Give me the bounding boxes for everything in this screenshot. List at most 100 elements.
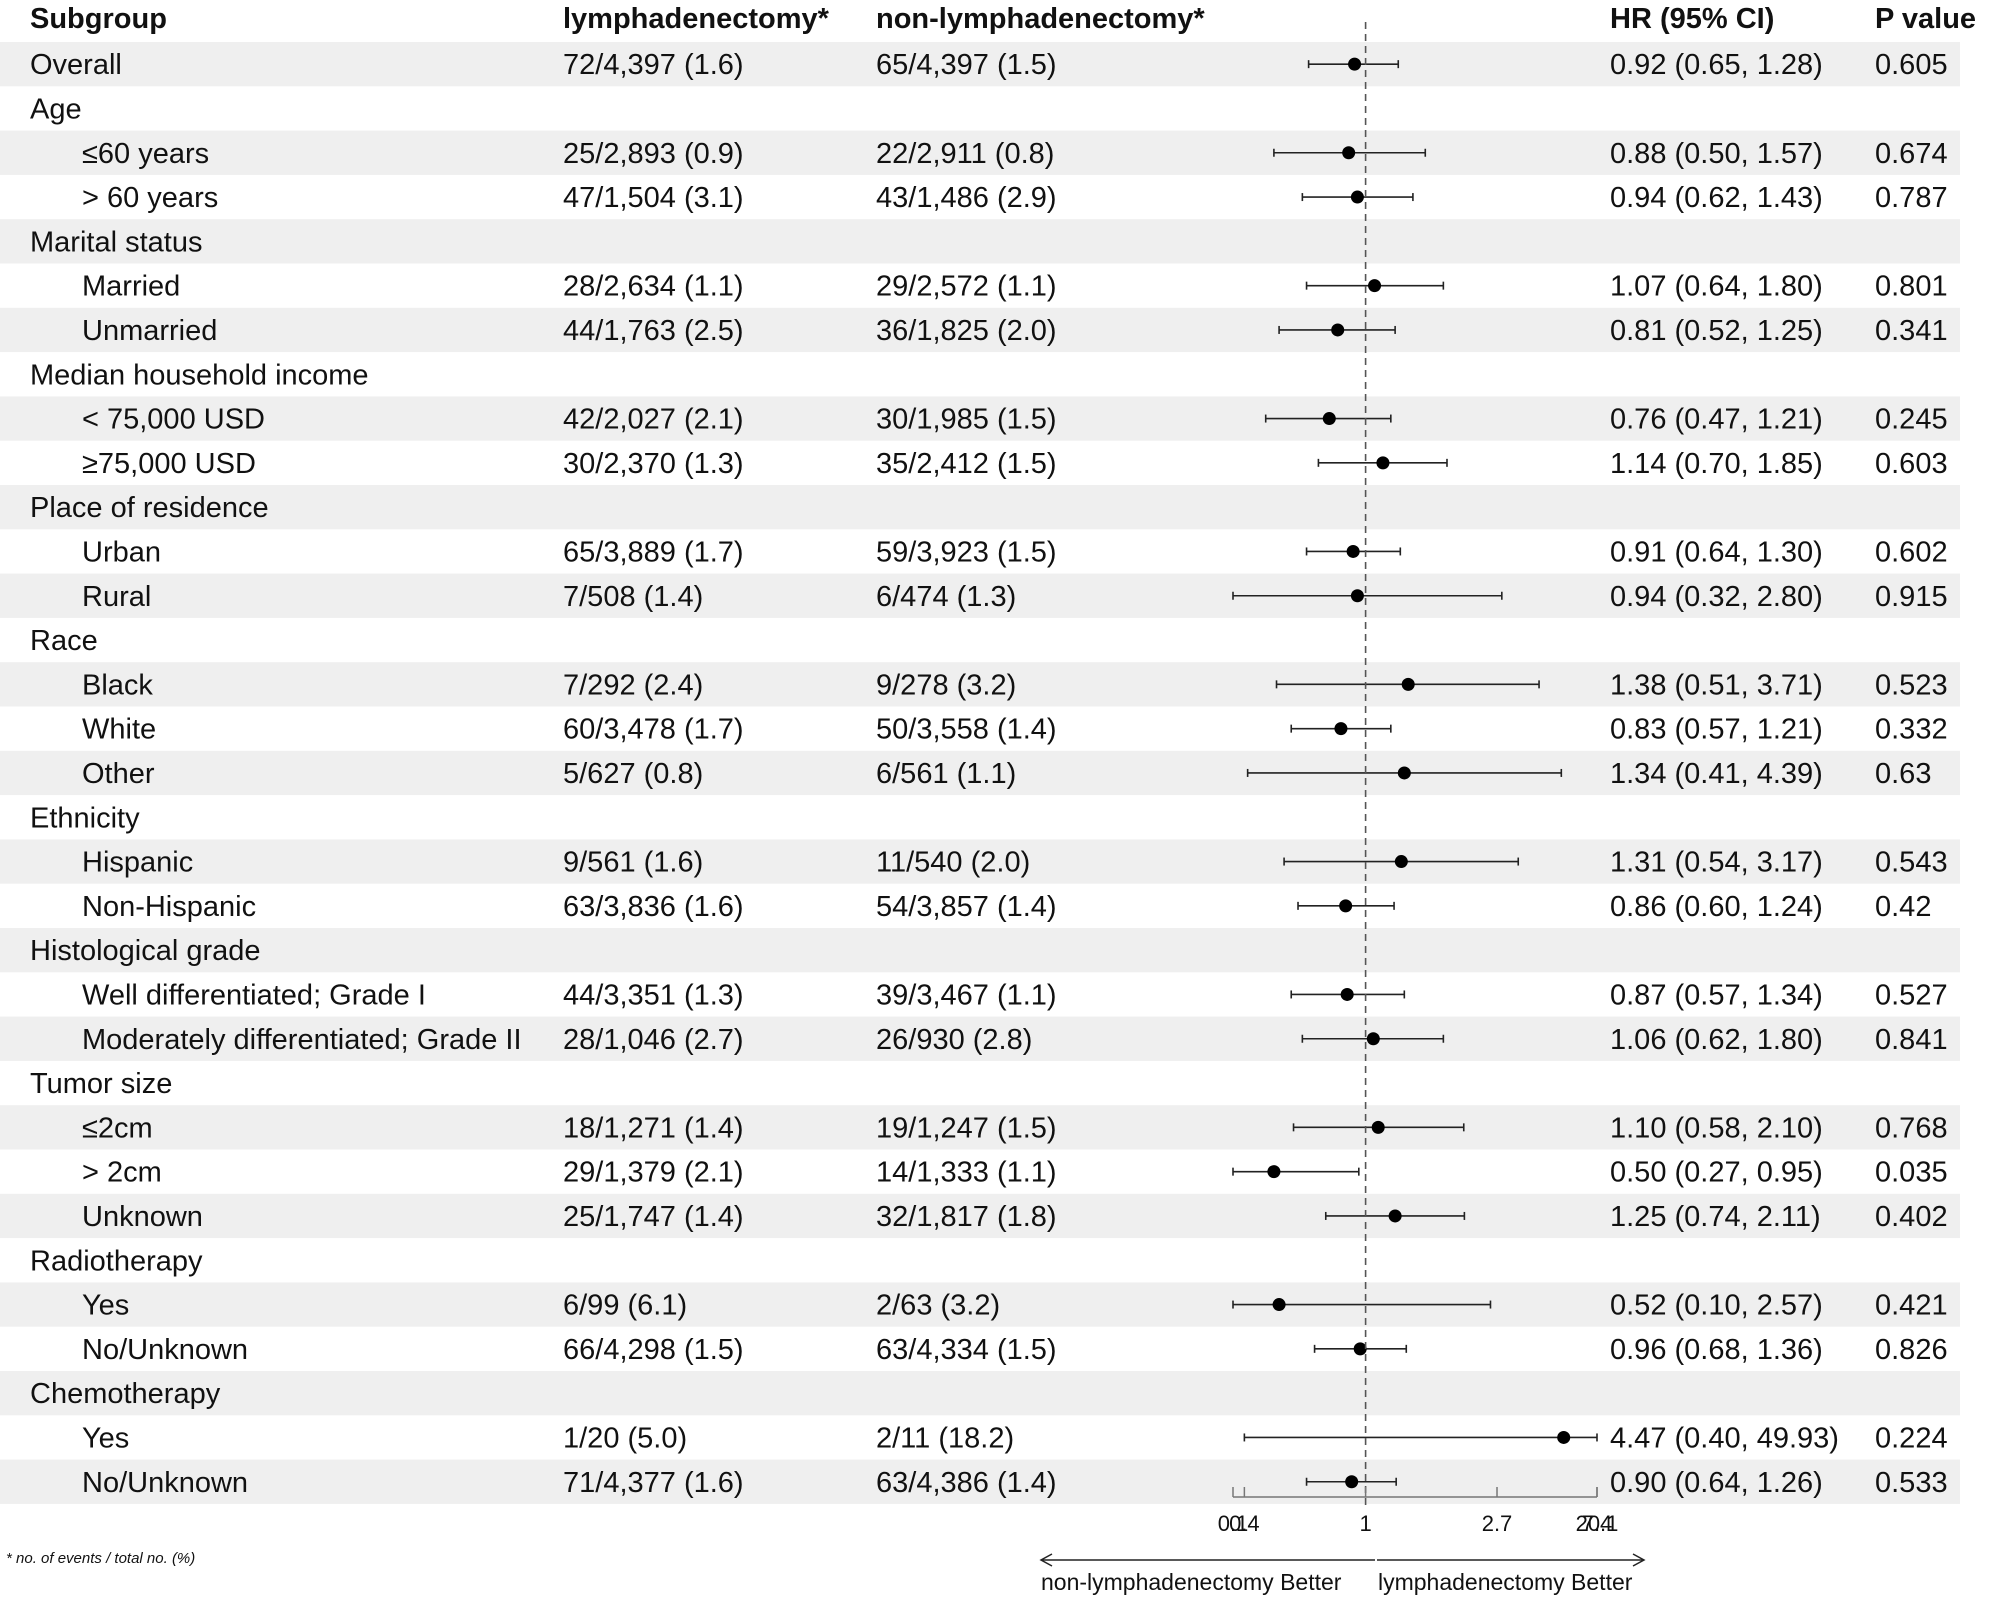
p-value: 0.603 (1875, 448, 1948, 480)
subgroup-label: Other (82, 758, 155, 790)
hr-point (1394, 855, 1408, 869)
x-axis: 0.10.4 1 2.7 7.420.1 (1218, 1487, 1618, 1536)
non-lymphadenectomy-events: 50/3,558 (1.4) (876, 714, 1057, 746)
row-band (0, 662, 1960, 707)
hr-ci-text: 1.14 (0.70, 1.85) (1610, 448, 1823, 480)
hr-point (1388, 1209, 1402, 1223)
p-value: 0.332 (1875, 714, 1948, 746)
lymphadenectomy-events: 65/3,889 (1.7) (563, 536, 744, 568)
hr-point (1331, 323, 1345, 337)
hr-ci-text: 1.38 (0.51, 3.71) (1610, 669, 1823, 701)
hr-point (1348, 57, 1362, 71)
p-value: 0.63 (1875, 758, 1931, 790)
lymphadenectomy-events: 7/292 (2.4) (563, 669, 703, 701)
header-hr: HR (95% CI) (1610, 3, 1774, 35)
subgroup-label: Urban (82, 536, 161, 568)
row-band (0, 219, 1960, 264)
table-cells: Overall 72/4,397 (1.6) 65/4,397 (1.5) 0.92 … (30, 49, 1948, 1499)
x-tick-label: 2.7 (1482, 1511, 1513, 1536)
subgroup-label: Black (82, 669, 153, 701)
non-lymphadenectomy-events: 59/3,923 (1.5) (876, 536, 1057, 568)
row-band (0, 130, 1960, 175)
non-lymphadenectomy-events: 54/3,857 (1.4) (876, 891, 1057, 923)
p-value: 0.402 (1875, 1201, 1948, 1233)
hr-ci-text: 1.10 (0.58, 2.10) (1610, 1112, 1823, 1144)
hr-ci-text: 0.94 (0.32, 2.80) (1610, 581, 1823, 613)
p-value: 0.224 (1875, 1422, 1948, 1454)
subgroup-label: No/Unknown (82, 1467, 248, 1499)
p-value: 0.826 (1875, 1334, 1948, 1366)
non-lymphadenectomy-events: 19/1,247 (1.5) (876, 1112, 1057, 1144)
non-lymphadenectomy-events: 63/4,334 (1.5) (876, 1334, 1057, 1366)
hr-ci-text: 4.47 (0.40, 49.93) (1610, 1422, 1839, 1454)
lymphadenectomy-events: 1/20 (5.0) (563, 1422, 687, 1454)
row-band (0, 750, 1960, 796)
hr-point (1350, 190, 1364, 204)
hr-point (1401, 677, 1415, 691)
lymphadenectomy-events: 71/4,377 (1.6) (563, 1467, 744, 1499)
subgroup-label: ≥75,000 USD (82, 448, 256, 480)
hr-point (1350, 589, 1364, 603)
subgroup-label: Marital status (30, 226, 202, 258)
subgroup-label: White (82, 714, 156, 746)
subgroup-label: > 2cm (82, 1157, 162, 1189)
lymphadenectomy-events: 44/1,763 (2.5) (563, 315, 744, 347)
hr-ci-text: 0.92 (0.65, 1.28) (1610, 49, 1823, 81)
p-value: 0.341 (1875, 315, 1948, 347)
subgroup-label: Moderately differentiated; Grade II (82, 1024, 522, 1056)
non-lymphadenectomy-events: 35/2,412 (1.5) (876, 448, 1057, 480)
row-band (0, 1371, 1960, 1416)
p-value: 0.533 (1875, 1467, 1948, 1499)
lymphadenectomy-events: 9/561 (1.6) (563, 847, 703, 879)
p-value: 0.787 (1875, 182, 1948, 214)
non-lymphadenectomy-events: 22/2,911 (0.8) (876, 138, 1054, 170)
row-band (0, 307, 1960, 353)
hr-point (1371, 1120, 1385, 1134)
non-lymphadenectomy-events: 36/1,825 (2.0) (876, 315, 1057, 347)
subgroup-label: > 60 years (82, 182, 218, 214)
subgroup-label: Married (82, 271, 180, 303)
plot-area (1232, 22, 1598, 1508)
non-lymphadenectomy-events: 39/3,467 (1.1) (876, 979, 1057, 1011)
row-bands (0, 42, 1960, 1504)
lymphadenectomy-events: 6/99 (6.1) (563, 1290, 687, 1322)
hr-ci-text: 0.94 (0.62, 1.43) (1610, 182, 1823, 214)
row-band (0, 1282, 1960, 1327)
arrow-left-head (1039, 1553, 1053, 1567)
hr-point (1340, 987, 1354, 1001)
non-lymphadenectomy-events: 14/1,333 (1.1) (876, 1157, 1057, 1189)
lymphadenectomy-events: 28/1,046 (2.7) (563, 1024, 744, 1056)
row-band (0, 396, 1960, 441)
subgroup-label: Rural (82, 581, 151, 613)
hr-point (1334, 722, 1348, 736)
subgroup-label: Median household income (30, 359, 369, 391)
p-value: 0.915 (1875, 581, 1948, 613)
hr-point (1366, 1032, 1380, 1046)
p-value: 0.602 (1875, 536, 1948, 568)
row-band (0, 839, 1960, 884)
p-value: 0.527 (1875, 979, 1948, 1011)
lymphadenectomy-events: 29/1,379 (2.1) (563, 1157, 744, 1189)
subgroup-label: Radiotherapy (30, 1245, 203, 1277)
row-band (0, 928, 1960, 973)
non-lymphadenectomy-events: 32/1,817 (1.8) (876, 1201, 1057, 1233)
hr-point (1557, 1430, 1571, 1444)
lymphadenectomy-events: 30/2,370 (1.3) (563, 448, 744, 480)
p-value: 0.841 (1875, 1024, 1948, 1056)
header-non-lymphadenectomy: non-lymphadenectomy* (876, 3, 1205, 35)
hr-point (1346, 544, 1360, 558)
lymphadenectomy-events: 25/1,747 (1.4) (563, 1201, 744, 1233)
non-lymphadenectomy-events: 9/278 (3.2) (876, 669, 1016, 701)
direction-right-label: lymphadenectomy Better (1378, 1569, 1633, 1595)
non-lymphadenectomy-events: 30/1,985 (1.5) (876, 404, 1057, 436)
non-lymphadenectomy-events: 2/63 (3.2) (876, 1290, 1000, 1322)
subgroup-label: Unknown (82, 1201, 203, 1233)
hr-ci-text: 1.06 (0.62, 1.80) (1610, 1024, 1823, 1056)
x-tick-label: 0.1 (1218, 1511, 1249, 1536)
lymphadenectomy-events: 5/627 (0.8) (563, 758, 703, 790)
header-subgroup: Subgroup (30, 3, 167, 35)
p-value: 0.035 (1875, 1157, 1948, 1189)
hr-ci-text: 0.83 (0.57, 1.21) (1610, 714, 1823, 746)
hr-point (1272, 1298, 1286, 1312)
